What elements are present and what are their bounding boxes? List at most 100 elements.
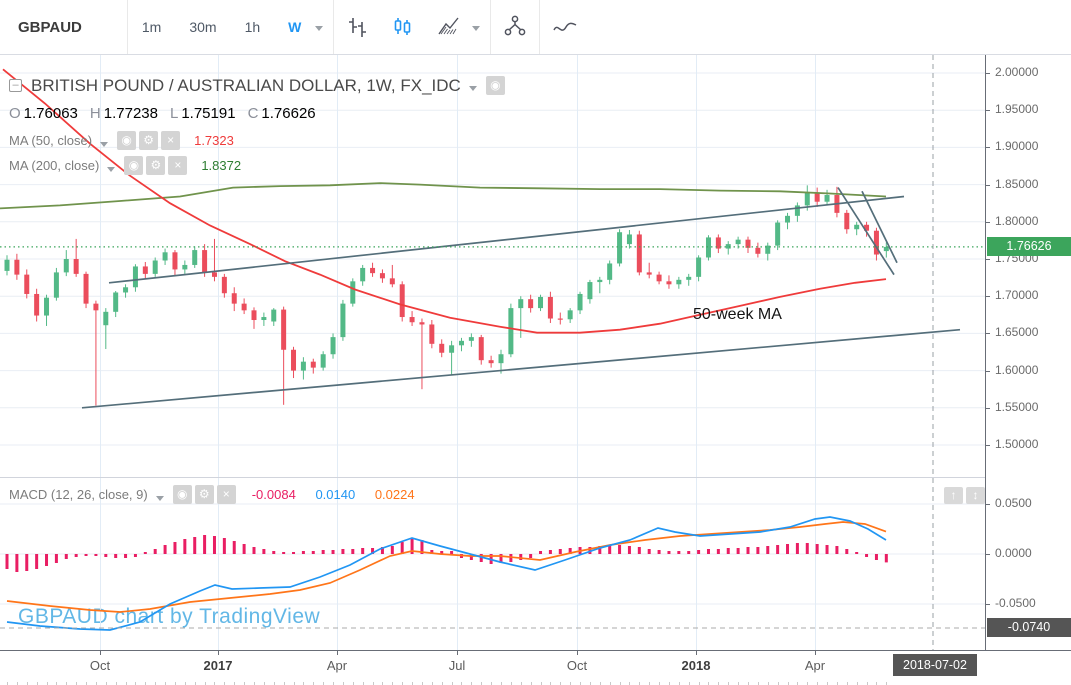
macd-settings-gear-icon[interactable]: ⚙ — [194, 485, 214, 504]
area-chart-type-icon[interactable] — [426, 0, 472, 54]
time-minor-tick — [639, 682, 641, 685]
macd-histogram-bar — [815, 544, 819, 554]
macd-histogram-bar — [400, 542, 404, 554]
ma50-dropdown-chevron-icon[interactable] — [100, 135, 109, 150]
ma50-close-icon[interactable]: × — [161, 131, 181, 150]
macd-histogram-bar — [786, 544, 790, 554]
ma200-close-icon[interactable]: × — [168, 156, 188, 175]
time-minor-tick — [303, 682, 305, 685]
macd-histogram-bar — [677, 551, 681, 554]
time-minor-tick — [293, 682, 295, 685]
ma50-label: MA (50, close) — [9, 133, 93, 148]
ma200-dropdown-chevron-icon[interactable] — [107, 160, 116, 175]
chart-area[interactable]: GBPAUD chart by TradingView – BRITISH PO… — [0, 55, 1071, 685]
macd-histogram-bar — [706, 549, 710, 554]
interval-1h[interactable]: 1h — [244, 19, 261, 35]
macd-histogram-bar — [262, 549, 266, 554]
interval-dropdown-chevron-icon[interactable] — [315, 18, 333, 36]
macd-histogram-bar — [25, 554, 29, 571]
time-minor-tick — [886, 682, 888, 685]
interval-1m[interactable]: 1m — [141, 19, 162, 35]
macd-histogram-bar — [499, 554, 503, 563]
macd-dropdown-chevron-icon[interactable] — [155, 489, 164, 504]
chart-title[interactable]: BRITISH POUND / AUSTRALIAN DOLLAR, 1W, F… — [31, 75, 461, 95]
compare-instrument-icon[interactable] — [491, 0, 539, 54]
time-minor-tick — [26, 682, 28, 685]
time-minor-tick — [46, 682, 48, 685]
candle-body — [93, 303, 99, 311]
time-minor-tick — [817, 682, 819, 685]
time-minor-tick — [412, 682, 414, 685]
candle-body — [696, 257, 702, 277]
candle-body — [350, 281, 356, 304]
macd-close-icon[interactable]: × — [216, 485, 236, 504]
macd-tick-label: 0.0000 — [995, 546, 1032, 560]
ma200-eye-icon[interactable]: ◉ — [124, 156, 144, 175]
bar-chart-type-icon[interactable] — [334, 0, 380, 54]
ohlc-readout: O 1.76063 H 1.77238 L 1.75191 C 1.76626 — [9, 105, 316, 122]
candle-body — [399, 284, 405, 318]
macd-eye-icon[interactable]: ◉ — [172, 485, 192, 504]
title-dropdown-chevron-icon[interactable] — [468, 78, 477, 96]
candle-body — [705, 237, 711, 258]
macd-histogram-bar — [568, 548, 572, 554]
candle-body — [775, 222, 781, 246]
move-pane-up-icon[interactable]: ↑ — [944, 487, 963, 504]
price-tick-mark — [986, 184, 990, 186]
price-and-macd-plot[interactable] — [0, 55, 985, 650]
candlestick-chart-type-icon[interactable] — [380, 0, 426, 54]
time-minor-tick — [797, 682, 799, 685]
macd-histogram-bar — [430, 550, 434, 554]
candle-body — [666, 281, 672, 285]
time-minor-tick — [135, 682, 137, 685]
macd-histogram-bar — [54, 554, 58, 563]
time-minor-tick — [748, 682, 749, 685]
candle-body — [498, 354, 504, 364]
macd-histogram-bar — [627, 546, 631, 554]
ma50-settings-gear-icon[interactable]: ⚙ — [139, 131, 159, 150]
macd-histogram-bar — [341, 549, 345, 554]
macd-histogram-bar — [637, 547, 641, 554]
interval-30m[interactable]: 30m — [189, 19, 217, 35]
candle-body — [449, 345, 455, 353]
candle-body — [63, 259, 69, 273]
time-minor-tick — [510, 682, 512, 685]
current-price-badge: 1.76626 — [987, 236, 1071, 256]
time-axis[interactable]: Oct 2017 Apr Jul Oct 2018 Apr 2018-07-02 — [0, 650, 1071, 685]
ma200-settings-gear-icon[interactable]: ⚙ — [146, 156, 166, 175]
candle-body — [261, 317, 267, 321]
macd-pane-controls: ↑ ↕ — [941, 487, 985, 504]
macd-histogram-bar — [509, 554, 513, 562]
candle-body — [626, 234, 632, 245]
candle-body — [34, 293, 40, 316]
chart-type-dropdown-chevron-icon[interactable] — [472, 18, 490, 36]
candle-body — [646, 272, 652, 275]
symbol-name[interactable]: GBPAUD — [18, 18, 82, 36]
macd-histogram-bar — [479, 554, 483, 562]
candle-body — [152, 260, 158, 274]
hide-symbol-eye-icon[interactable]: ◉ — [485, 76, 505, 95]
price-tick-label: 2.00000 — [995, 65, 1039, 79]
time-minor-tick — [441, 682, 443, 685]
line-tool-icon[interactable] — [540, 0, 590, 54]
macd-histogram-bar — [361, 548, 365, 554]
macd-histogram-bar — [440, 551, 444, 554]
macd-legend-row: MACD (12, 26, close, 9) ◉ ⚙ × -0.0084 0.… — [9, 485, 415, 504]
macd-histogram-bar — [301, 551, 305, 554]
candle-body — [281, 309, 287, 350]
ma50-eye-icon[interactable]: ◉ — [117, 131, 137, 150]
candle-body — [211, 272, 217, 277]
candle-body — [528, 299, 534, 309]
macd-histogram-bar — [351, 549, 355, 554]
maximize-pane-icon[interactable]: ↕ — [966, 487, 985, 504]
time-minor-tick — [244, 682, 246, 685]
interval-weekly[interactable]: W — [288, 19, 302, 35]
macd-histogram-bar — [380, 547, 384, 554]
time-minor-tick — [145, 682, 147, 685]
candle-body — [557, 318, 563, 320]
price-axis[interactable]: 2.00000 1.95000 1.90000 1.85000 1.80000 1.750… — [985, 55, 1071, 650]
time-minor-tick — [372, 682, 374, 685]
candle-body — [478, 337, 484, 361]
candle-body — [320, 354, 326, 368]
collapse-legend-icon[interactable]: – — [9, 79, 22, 92]
